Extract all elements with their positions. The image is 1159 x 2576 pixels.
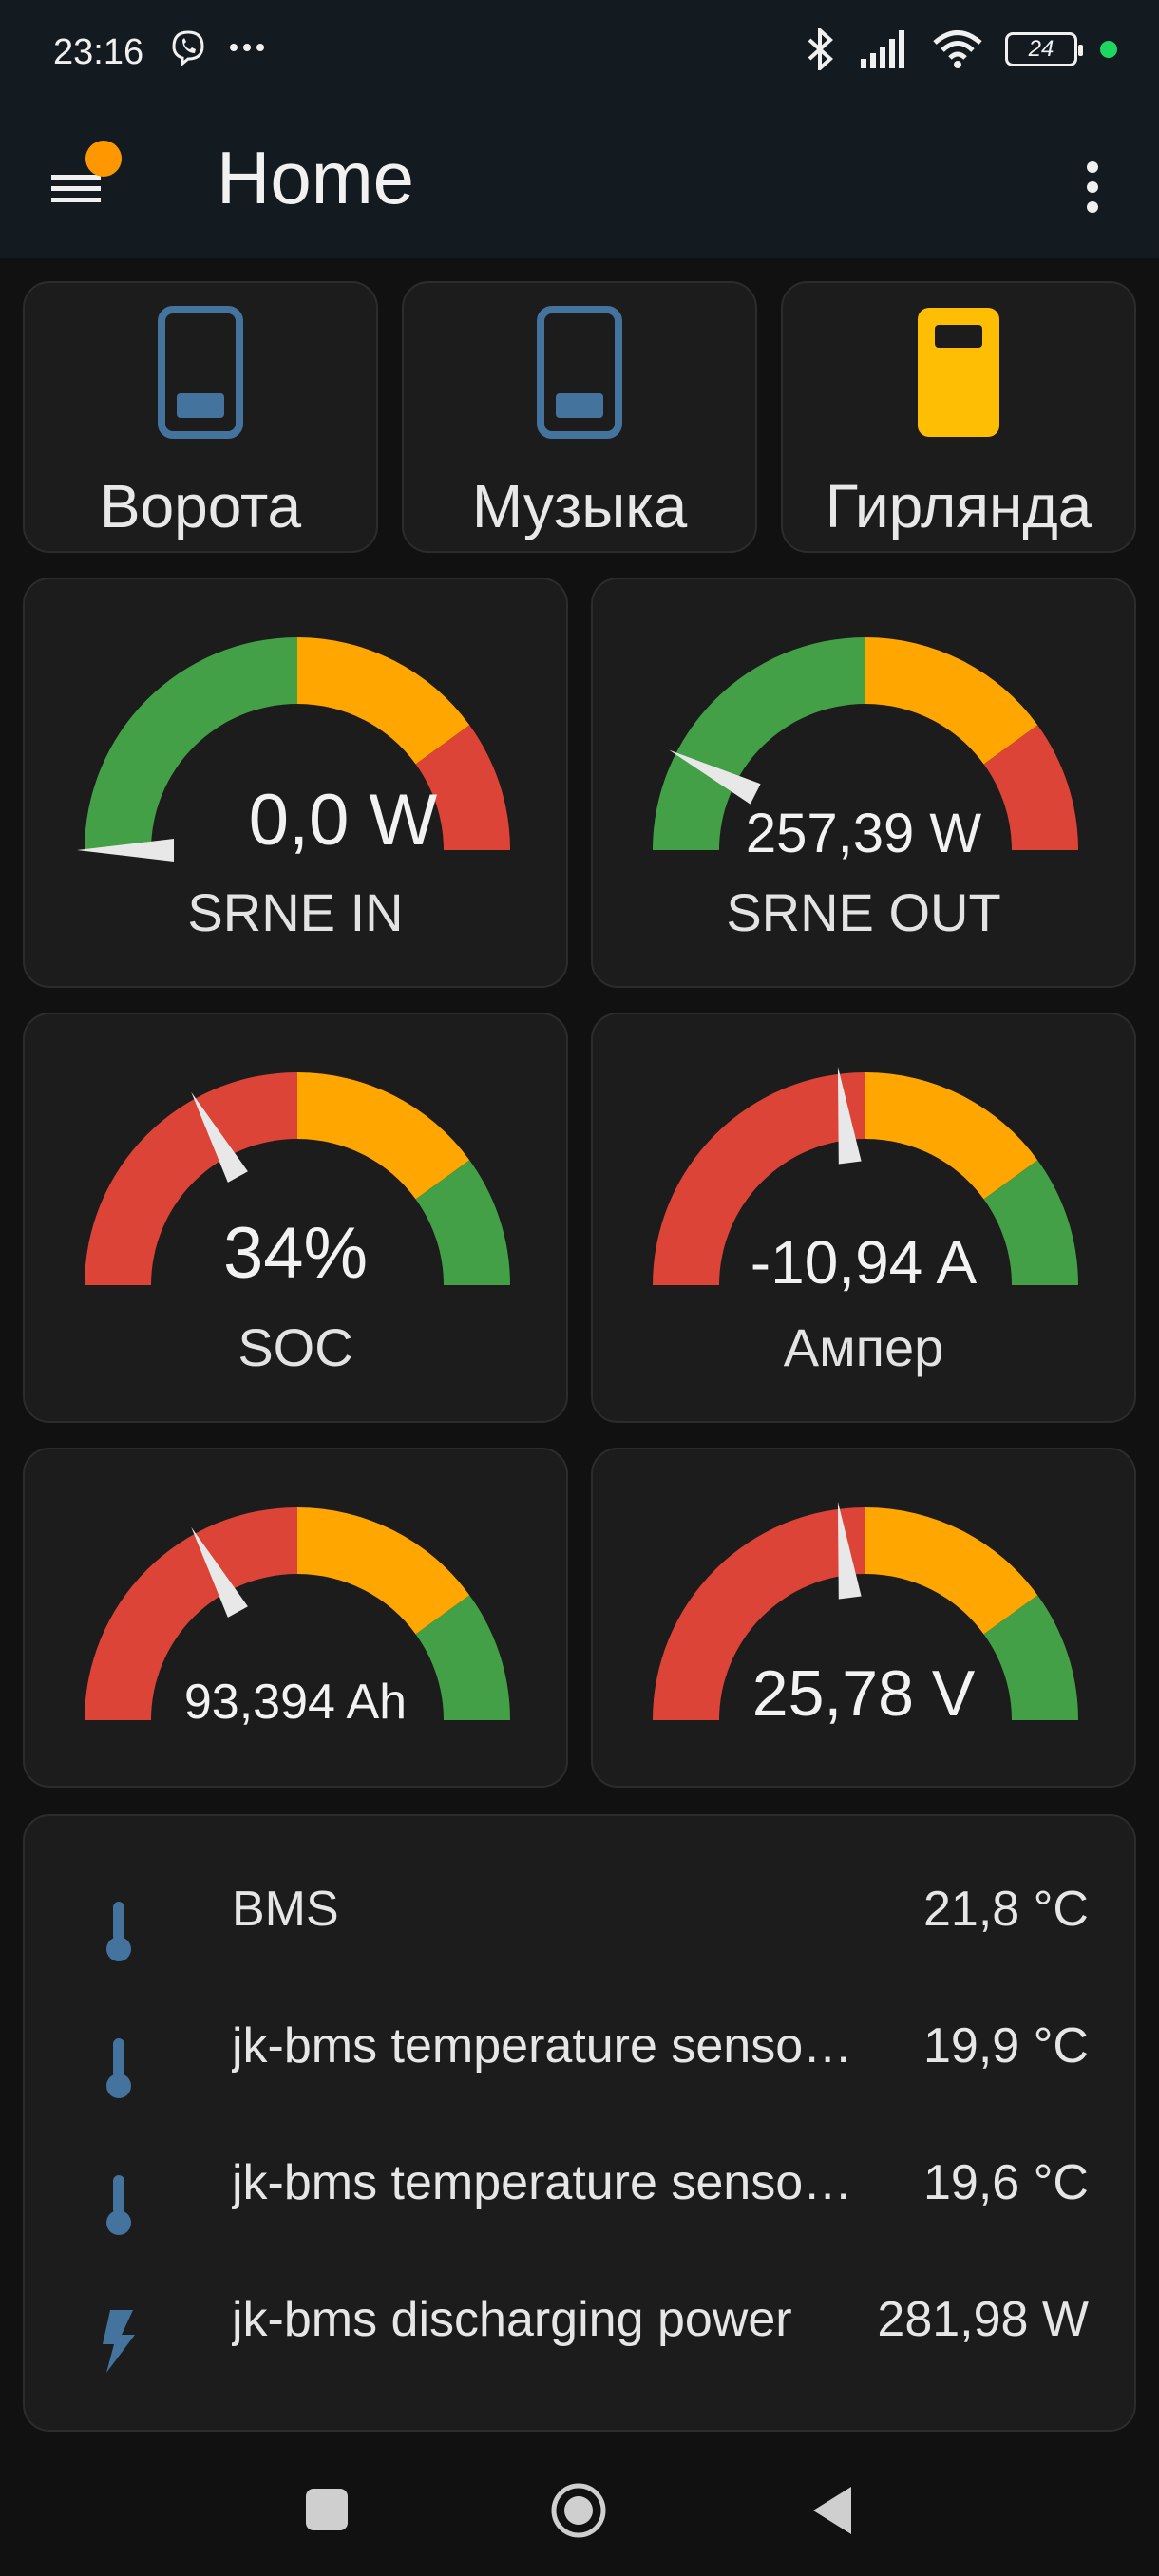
button-card-girlyanda[interactable]: Гирлянда — [781, 281, 1136, 553]
gauge-needle — [669, 749, 761, 805]
gauge-needle — [837, 1066, 862, 1165]
gauge-segment — [415, 1160, 510, 1285]
viber-icon — [172, 30, 204, 66]
lightning-icon — [103, 2310, 135, 2373]
gauge-segment — [85, 637, 297, 850]
gauge-value: 257,39 W — [745, 803, 982, 864]
notification-dot — [1100, 41, 1117, 58]
gauge-segment — [415, 1595, 510, 1720]
home-button[interactable] — [549, 2481, 608, 2540]
gauge — [85, 1072, 510, 1285]
notification-badge — [86, 141, 122, 177]
button-label: Музыка — [471, 472, 688, 540]
gauge-needle — [837, 1501, 862, 1600]
gauge-needle — [191, 1091, 248, 1183]
entity-row[interactable]: jk-bms discharging power 281,98 W — [25, 2270, 1134, 2375]
entity-name: jk-bms discharging power — [232, 2292, 792, 2347]
gauge-segment — [653, 637, 865, 850]
battery-icon: 24 — [1005, 32, 1083, 66]
thermometer-icon — [106, 2038, 131, 2098]
button-label: Ворота — [99, 472, 302, 540]
menu-icon[interactable] — [46, 154, 122, 220]
gauge-name: SOC — [238, 1317, 353, 1377]
gauge-value: 93,394 Ah — [183, 1675, 408, 1730]
gauge-segment — [653, 1072, 865, 1285]
status-bar: 23:16 24 — [0, 0, 1159, 104]
gauge-name: SRNE IN — [187, 882, 404, 942]
gauge-value: 0,0 W — [248, 780, 438, 861]
entity-name: BMS — [232, 1882, 339, 1937]
gauge-segment — [865, 1507, 1038, 1635]
gauge-segment — [85, 1072, 297, 1285]
gauge-card-voltage[interactable]: 25,78 V — [591, 1448, 1136, 1788]
gauge — [653, 1501, 1078, 1720]
gauge-card-amper[interactable]: -10,94 A Ампер — [591, 1013, 1136, 1423]
entities-card: BMS 21,8 °C jk-bms temperature senso… 19… — [23, 1814, 1136, 2432]
entity-value: 19,9 °C — [922, 2018, 1089, 2074]
gauge-name: SRNE OUT — [726, 882, 1001, 942]
gauge-segment — [297, 1072, 470, 1200]
more-notifications-icon — [230, 44, 264, 51]
gauge-card-soc[interactable]: 34% SOC — [23, 1013, 568, 1423]
entity-value: 281,98 W — [877, 2292, 1089, 2347]
app-bar: Home — [0, 104, 1159, 258]
status-time: 23:16 — [53, 32, 144, 72]
phone-icon — [537, 306, 622, 439]
gauge-card-srne-in[interactable]: 0,0 W SRNE IN — [23, 578, 568, 988]
gauge-segment — [865, 637, 1038, 765]
back-button[interactable] — [809, 2485, 855, 2536]
wifi-icon — [933, 30, 982, 68]
button-label: Гирлянда — [825, 472, 1092, 540]
gauge — [653, 1066, 1078, 1285]
gauge-card-srne-out[interactable]: 257,39 W SRNE OUT — [591, 578, 1136, 988]
gauge-segment — [297, 1507, 470, 1635]
thermometer-icon — [106, 1902, 131, 1961]
phone-icon — [158, 306, 243, 439]
system-nav-bar — [0, 2449, 1159, 2576]
gauge-segment — [983, 1160, 1078, 1285]
gauge-segment — [653, 1507, 865, 1720]
recents-button[interactable] — [306, 2489, 348, 2530]
entity-name: jk-bms temperature senso… — [232, 2155, 853, 2210]
gauge-segment — [415, 725, 510, 850]
more-options-icon[interactable] — [1064, 152, 1121, 222]
page-title: Home — [217, 136, 415, 219]
gauge-segment — [85, 1507, 297, 1720]
entity-row[interactable]: jk-bms temperature senso… 19,6 °C — [25, 2133, 1134, 2238]
gauge-segment — [297, 637, 470, 765]
gauge-value: -10,94 A — [750, 1228, 978, 1297]
entity-name: jk-bms temperature senso… — [232, 2018, 853, 2074]
entity-value: 21,8 °C — [922, 1882, 1089, 1937]
entity-value: 19,6 °C — [922, 2155, 1089, 2210]
gauge-value: 34% — [222, 1213, 369, 1294]
gauge-card-capacity[interactable]: 93,394 Ah — [23, 1448, 568, 1788]
gauge-needle — [191, 1526, 248, 1618]
phone-icon — [918, 308, 999, 437]
gauge — [85, 1507, 510, 1720]
gauge-name: Ампер — [783, 1317, 944, 1377]
button-card-muzyka[interactable]: Музыка — [402, 281, 757, 553]
gauge-segment — [865, 1072, 1038, 1200]
gauge — [77, 637, 510, 862]
battery-level: 24 — [1028, 36, 1054, 62]
bluetooth-icon — [808, 28, 833, 70]
gauge-value: 25,78 V — [751, 1657, 976, 1730]
thermometer-icon — [106, 2175, 131, 2235]
button-card-vorota[interactable]: Ворота — [23, 281, 378, 553]
entity-row[interactable]: BMS 21,8 °C — [25, 1860, 1134, 1964]
gauge-needle — [77, 839, 174, 862]
entity-row[interactable]: jk-bms temperature senso… 19,9 °C — [25, 1997, 1134, 2101]
gauge-segment — [983, 725, 1078, 850]
signal-icon — [861, 30, 904, 68]
gauge — [653, 637, 1078, 850]
gauge-segment — [983, 1595, 1078, 1720]
